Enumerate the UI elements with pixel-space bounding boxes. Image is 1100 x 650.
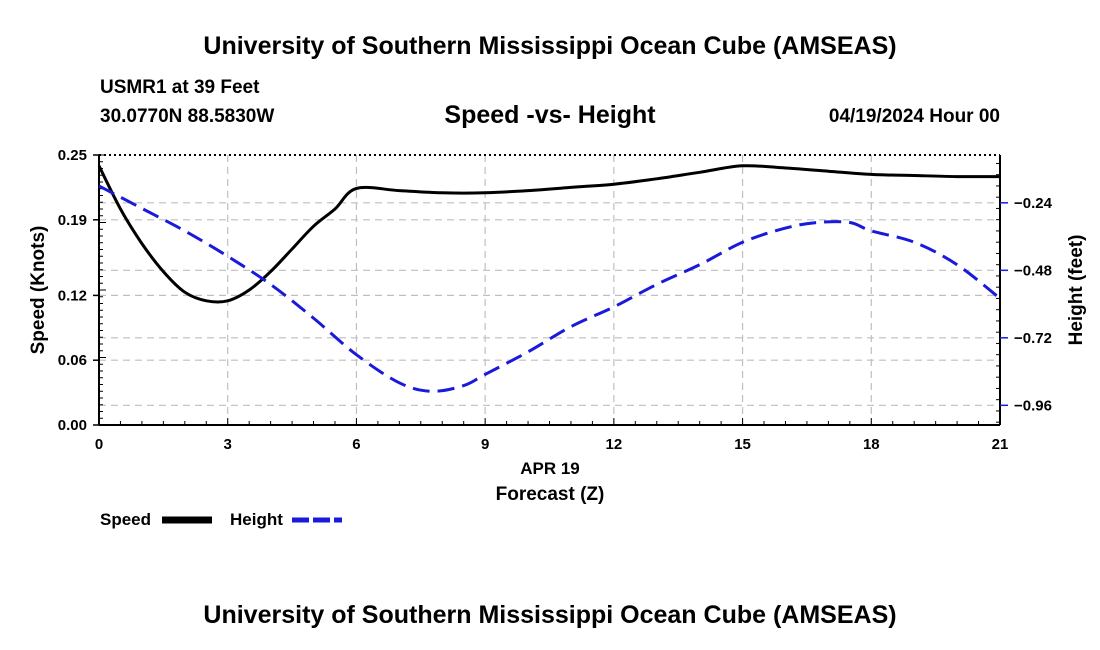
x-tick-label: 15 — [734, 436, 751, 453]
x-tick-label: 0 — [95, 436, 103, 453]
y-right-tick-label: −0.24 — [1014, 195, 1053, 212]
x-tick-label: 12 — [606, 436, 623, 453]
y-right-tick-label: −0.96 — [1014, 397, 1052, 414]
footer-title: University of Southern Mississippi Ocean… — [203, 601, 897, 629]
x-tick-label: 21 — [992, 436, 1009, 453]
series-line-speed — [97, 164, 1001, 304]
coordinates-label: 30.0770N 88.5830W — [100, 106, 275, 127]
y-right-tick-label: −0.72 — [1014, 330, 1052, 347]
series-line-height — [98, 184, 1001, 393]
legend-label-height: Height — [230, 510, 283, 529]
x-axis-date-label: APR 19 — [520, 459, 580, 478]
legend-label-speed: Speed — [100, 510, 151, 529]
y-left-axis-label: Speed (Knots) — [28, 226, 49, 355]
x-tick-label: 3 — [224, 436, 232, 453]
date-label: 04/19/2024 Hour 00 — [828, 106, 1000, 127]
y-left-tick-label: 0.06 — [58, 352, 87, 369]
chart-title: Speed -vs- Height — [444, 101, 656, 129]
x-axis-label: Forecast (Z) — [496, 484, 605, 505]
y-right-axis-label: Height (feet) — [1066, 235, 1087, 346]
y-right-tick-label: −0.48 — [1014, 262, 1052, 279]
y-left-tick-label: 0.12 — [58, 287, 87, 304]
x-tick-label: 9 — [481, 436, 489, 453]
y-left-tick-label: 0.19 — [58, 212, 87, 229]
y-left-tick-label: 0.25 — [58, 147, 87, 164]
x-tick-label: 6 — [352, 436, 360, 453]
station-label: USMR1 at 39 Feet — [100, 77, 260, 98]
x-tick-label: 18 — [863, 436, 880, 453]
y-left-tick-label: 0.00 — [58, 417, 87, 434]
page-title: University of Southern Mississippi Ocean… — [203, 32, 897, 60]
